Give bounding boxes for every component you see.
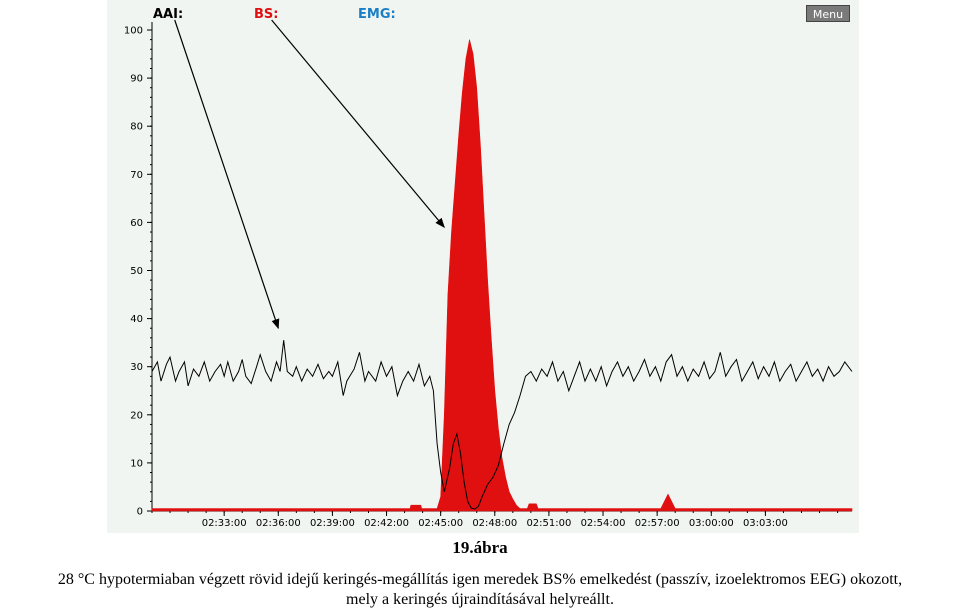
y-tick-label: 90 bbox=[130, 74, 143, 85]
x-tick-label: 02:45:00 bbox=[418, 518, 463, 529]
caption-line-1: 28 °C hypotermiaban végzett rövid idejű … bbox=[57, 571, 903, 588]
y-tick-label: 40 bbox=[130, 314, 143, 325]
x-tick-label: 02:42:00 bbox=[364, 518, 409, 529]
y-tick-label: 20 bbox=[130, 410, 143, 421]
series-bs-area bbox=[151, 39, 853, 512]
y-tick-label: 10 bbox=[130, 458, 143, 469]
x-tick-label: 02:39:00 bbox=[310, 518, 355, 529]
legend-aai: AAI: bbox=[153, 7, 184, 22]
x-tick-label: 02:57:00 bbox=[635, 518, 680, 529]
y-tick-label: 60 bbox=[130, 218, 143, 229]
x-tick-label: 02:36:00 bbox=[256, 518, 301, 529]
y-tick-label: 0 bbox=[137, 507, 143, 518]
y-tick-label: 70 bbox=[130, 170, 143, 181]
menu-button[interactable]: Menu bbox=[806, 5, 850, 22]
legend-bs: BS: bbox=[254, 7, 279, 22]
figure-label: 19.ábra bbox=[452, 538, 508, 557]
legend-emg: EMG: bbox=[358, 7, 396, 22]
y-tick-label: 30 bbox=[130, 362, 143, 373]
figure-caption: 28 °C hypotermiaban végzett rövid idejű … bbox=[0, 570, 960, 610]
x-tick-label: 03:00:00 bbox=[689, 518, 734, 529]
series-aai-line bbox=[151, 340, 853, 510]
annotation-arrow-aai bbox=[174, 19, 280, 330]
x-tick-label: 02:51:00 bbox=[526, 518, 571, 529]
chart-svg: 0 10 20 30 40 50 60 70 80 90 100 02:33:00 02:36:00 02… bbox=[124, 19, 853, 529]
x-tick-label: 02:33:00 bbox=[202, 518, 247, 529]
y-tick-label: 80 bbox=[130, 122, 143, 133]
x-tick-label: 02:48:00 bbox=[472, 518, 517, 529]
x-tick-label: 02:54:00 bbox=[581, 518, 626, 529]
y-tick-label: 50 bbox=[130, 266, 143, 277]
y-tick-label: 100 bbox=[124, 26, 143, 37]
annotation-arrow-bs bbox=[271, 19, 445, 228]
caption-line-2: mely a keringés újraindításával helyreál… bbox=[346, 591, 614, 608]
x-tick-label: 03:03:00 bbox=[743, 518, 788, 529]
